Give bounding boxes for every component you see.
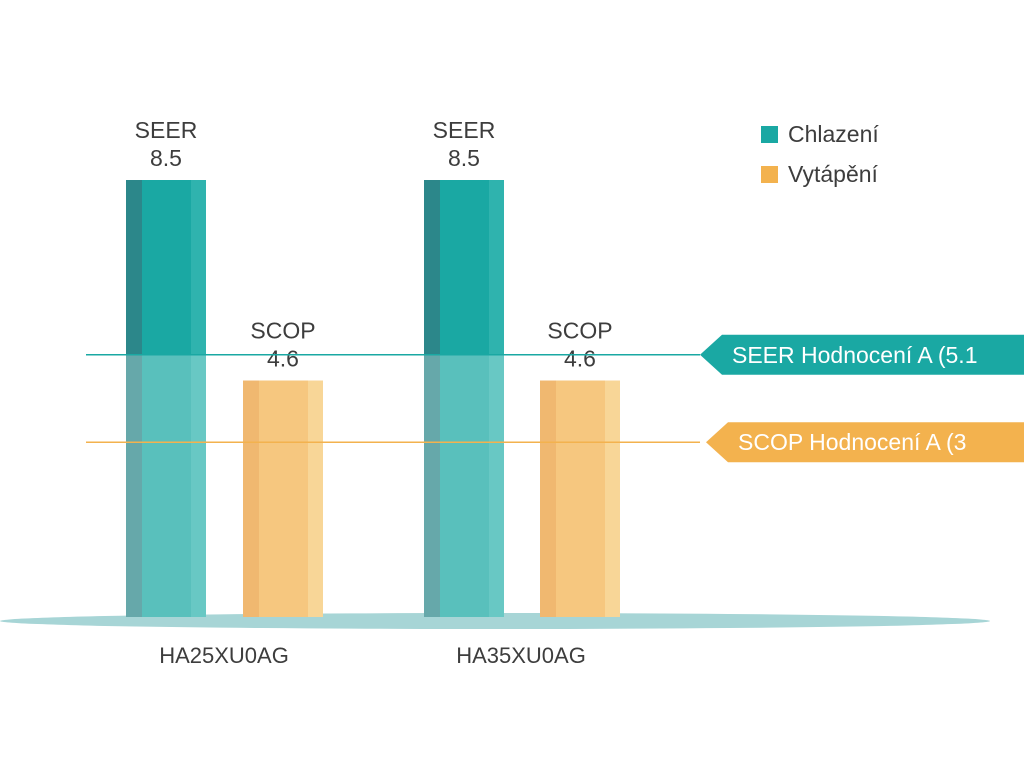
bar-seer-ha35xu0ag: [424, 180, 504, 617]
bar-face: [440, 180, 489, 617]
legend-swatch-vytapeni: [761, 165, 778, 183]
legend-label-vytapeni: Vytápění: [788, 160, 878, 187]
bar-metric-label: SEER: [135, 117, 198, 143]
bar-seer-ha25xu0ag: [126, 180, 206, 617]
bar-edge-dark: [540, 380, 556, 617]
legend-item-chlazeni: Chlazení: [761, 114, 879, 154]
bar-edge-light: [605, 380, 620, 617]
bar-metric-label: SCOP: [250, 318, 315, 344]
bar-scop-ha35xu0ag: [540, 380, 620, 617]
bar-value-label: 8.5: [150, 145, 182, 171]
bar-lower-tint: [540, 380, 620, 617]
bar-face: [556, 380, 605, 617]
bar-edge-dark: [243, 380, 259, 617]
bar-metric-label: SEER: [433, 117, 496, 143]
category-label: HA35XU0AG: [456, 643, 586, 668]
bar-value-label: 8.5: [448, 145, 480, 171]
scop-reference-tag: [706, 422, 1024, 463]
bar-edge-light: [489, 180, 504, 617]
legend: Chlazení Vytápění: [761, 114, 879, 194]
legend-label-chlazeni: Chlazení: [788, 120, 879, 147]
bar-lower-tint: [424, 354, 504, 617]
bar-value-label: 4.6: [267, 346, 299, 372]
legend-item-vytapeni: Vytápění: [761, 154, 879, 194]
bar-lower-tint: [126, 354, 206, 617]
bar-scop-ha25xu0ag: [243, 380, 323, 617]
legend-swatch-chlazeni: [761, 125, 778, 143]
bar-edge-light: [191, 180, 206, 617]
bar-face: [142, 180, 191, 617]
seer-reference-tag: [700, 334, 1024, 375]
bar-value-label: 4.6: [564, 346, 596, 372]
bar-metric-label: SCOP: [547, 318, 612, 344]
category-label: HA25XU0AG: [159, 643, 289, 668]
scop-reference-label: SCOP Hodnocení A (3: [738, 429, 966, 455]
bar-lower-tint: [243, 380, 323, 617]
seer-reference-label: SEER Hodnocení A (5.1: [732, 342, 978, 368]
bar-edge-dark: [126, 180, 142, 617]
bar-face: [259, 380, 308, 617]
bar-edge-light: [308, 380, 323, 617]
bar-edge-dark: [424, 180, 440, 617]
